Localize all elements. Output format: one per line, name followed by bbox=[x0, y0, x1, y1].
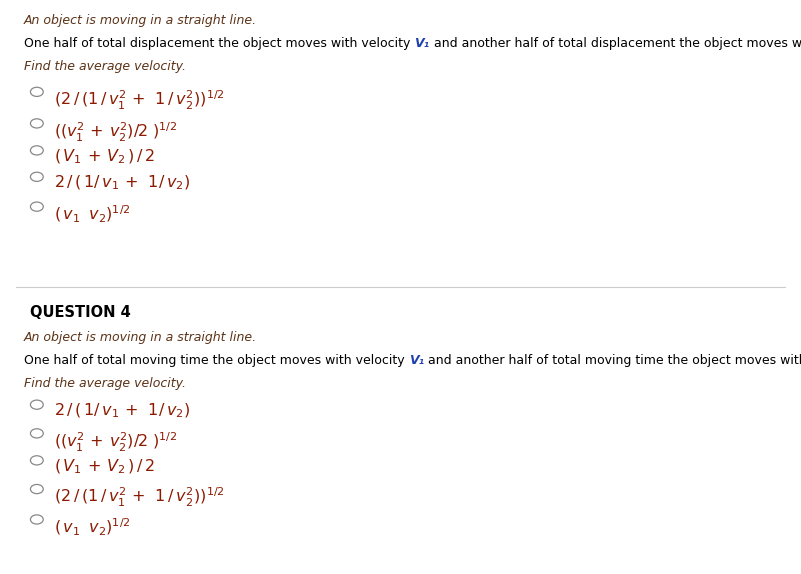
Text: One half of total displacement the object moves with velocity: One half of total displacement the objec… bbox=[24, 37, 414, 51]
Text: $2\,/\,(\,1/\,v_1\,+\;\,1/\,v_2)$: $2\,/\,(\,1/\,v_1\,+\;\,1/\,v_2)$ bbox=[54, 174, 191, 192]
Text: $(2\,/\,(1\,/\,v_1^2\,+\;\,1\,/\,v_2^2))^{1/2}$: $(2\,/\,(1\,/\,v_1^2\,+\;\,1\,/\,v_2^2))… bbox=[54, 486, 225, 509]
Text: $(2\,/\,(1\,/\,v_1^2\,+\;\,1\,/\,v_2^2))^{1/2}$: $(2\,/\,(1\,/\,v_1^2\,+\;\,1\,/\,v_2^2))… bbox=[54, 89, 225, 112]
Text: One half of total moving time the object moves with velocity: One half of total moving time the object… bbox=[24, 354, 409, 367]
Text: $(\,V_1\,+\,V_2\,)\,/\,2$: $(\,V_1\,+\,V_2\,)\,/\,2$ bbox=[54, 457, 155, 476]
Text: $2\,/\,(\,1/\,v_1\,+\;\,1/\,v_2)$: $2\,/\,(\,1/\,v_1\,+\;\,1/\,v_2)$ bbox=[54, 402, 191, 420]
Text: and another half of total displacement the object moves with velocity: and another half of total displacement t… bbox=[429, 37, 801, 51]
Text: An object is moving in a straight line.: An object is moving in a straight line. bbox=[24, 331, 257, 344]
Text: $(\,v_1\;\;v_2)^{1/2}$: $(\,v_1\;\;v_2)^{1/2}$ bbox=[54, 517, 131, 538]
Text: V₁: V₁ bbox=[414, 37, 429, 51]
Text: Find the average velocity.: Find the average velocity. bbox=[24, 377, 186, 390]
Text: and another half of total moving time the object moves with velocity: and another half of total moving time th… bbox=[424, 354, 801, 367]
Text: QUESTION 4: QUESTION 4 bbox=[30, 305, 131, 320]
Text: Find the average velocity.: Find the average velocity. bbox=[24, 60, 186, 73]
Text: $(\,V_1\,+\,V_2\,)\,/\,2$: $(\,V_1\,+\,V_2\,)\,/\,2$ bbox=[54, 148, 155, 166]
Text: $(\,v_1\;\;v_2)^{1/2}$: $(\,v_1\;\;v_2)^{1/2}$ bbox=[54, 204, 131, 225]
Text: V₁: V₁ bbox=[409, 354, 424, 367]
Text: $((v_1^2\,+\,v_2^2)/2\;)^{1/2}$: $((v_1^2\,+\,v_2^2)/2\;)^{1/2}$ bbox=[54, 430, 178, 453]
Text: An object is moving in a straight line.: An object is moving in a straight line. bbox=[24, 14, 257, 28]
Text: $((v_1^2\,+\,v_2^2)/2\;)^{1/2}$: $((v_1^2\,+\,v_2^2)/2\;)^{1/2}$ bbox=[54, 121, 178, 144]
